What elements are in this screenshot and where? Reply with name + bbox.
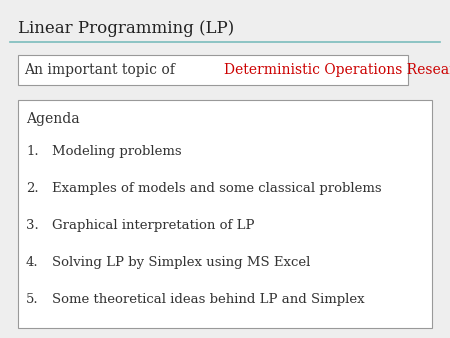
Text: Deterministic Operations Research: Deterministic Operations Research: [224, 63, 450, 77]
Text: 5.: 5.: [26, 293, 39, 306]
Text: 3.: 3.: [26, 219, 39, 232]
Text: Modeling problems: Modeling problems: [52, 145, 182, 158]
Text: 1.: 1.: [26, 145, 39, 158]
Text: Agenda: Agenda: [26, 112, 80, 126]
Text: Graphical interpretation of LP: Graphical interpretation of LP: [52, 219, 255, 232]
Text: Examples of models and some classical problems: Examples of models and some classical pr…: [52, 182, 382, 195]
FancyBboxPatch shape: [18, 100, 432, 328]
Text: An important topic of: An important topic of: [24, 63, 179, 77]
Text: 4.: 4.: [26, 256, 39, 269]
FancyBboxPatch shape: [18, 55, 408, 85]
Text: Solving LP by Simplex using MS Excel: Solving LP by Simplex using MS Excel: [52, 256, 310, 269]
Text: 2.: 2.: [26, 182, 39, 195]
Text: Linear Programming (LP): Linear Programming (LP): [18, 20, 234, 37]
Text: Some theoretical ideas behind LP and Simplex: Some theoretical ideas behind LP and Sim…: [52, 293, 364, 306]
